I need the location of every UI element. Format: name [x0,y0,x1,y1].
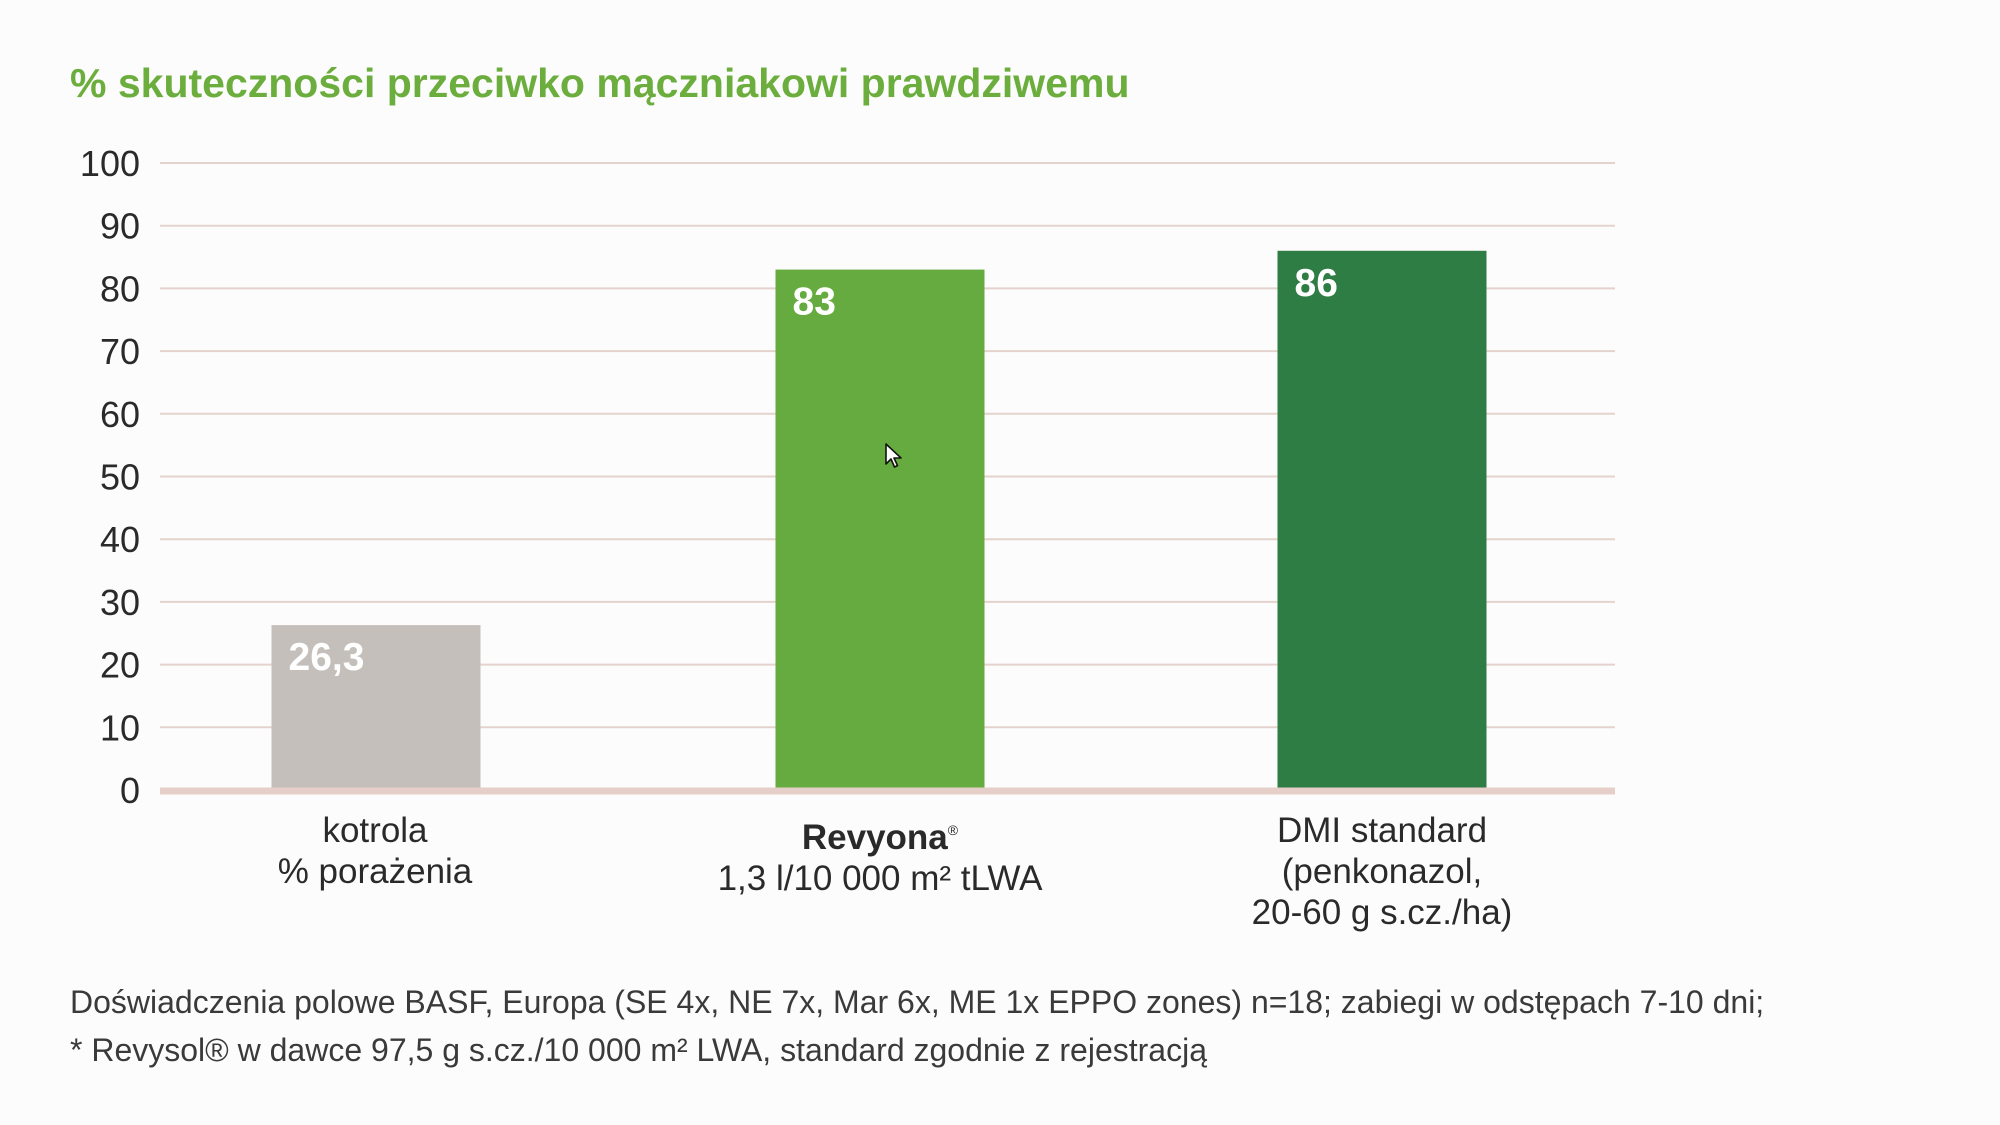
bar-chart: 0 10 20 30 40 50 60 70 80 90 100 26,3 83 86 [80,143,1615,811]
y-tick-label: 0 [120,770,140,811]
category-label-kotrola: kotrola % porażenia [145,810,605,892]
y-tick-label: 90 [100,206,140,247]
footnote: Doświadczenia polowe BASF, Europa (SE 4x… [70,978,1764,1074]
y-tick-label: 30 [100,582,140,623]
category-label-revyona: Revyona® 1,3 l/10 000 m² tLWA [650,810,1110,899]
bar [1277,250,1487,790]
category-label-line1: kotrola [322,811,428,850]
category-label-line2: (penkonazol, [1281,852,1483,891]
y-tick-label: 50 [100,457,140,498]
y-tick-label: 70 [100,331,140,372]
y-tick-label: 60 [100,394,140,435]
bar [271,625,481,790]
category-label-line2: % porażenia [277,852,473,891]
y-tick-label: 40 [100,519,140,560]
bar-value-label: 86 [1295,262,1338,305]
y-tick-label: 10 [100,707,140,748]
footnote-line-1: Doświadczenia polowe BASF, Europa (SE 4x… [70,984,1765,1020]
y-tick-label: 100 [80,143,140,184]
chart-title: % skuteczności przeciwko mączniakowi pra… [70,60,1130,106]
y-tick-label: 20 [100,645,140,686]
registered-mark: ® [947,822,959,838]
category-label-line2: 1,3 l/10 000 m² tLWA [717,859,1043,898]
bar [775,269,985,791]
bar-value-label: 26,3 [289,636,365,679]
footnote-line-2: * Revysol® w dawce 97,5 g s.cz./10 000 m… [70,1032,1207,1068]
category-label-line1: DMI standard [1276,811,1488,850]
mouse-cursor-icon [885,443,902,468]
category-label-line3: 20-60 g s.cz./ha) [1251,893,1513,932]
category-label-line1: Revyona [801,818,948,857]
category-label-dmi-standard: DMI standard (penkonazol, 20-60 g s.cz./… [1152,810,1612,933]
y-tick-label: 80 [100,268,140,309]
bar-value-label: 83 [793,281,836,324]
